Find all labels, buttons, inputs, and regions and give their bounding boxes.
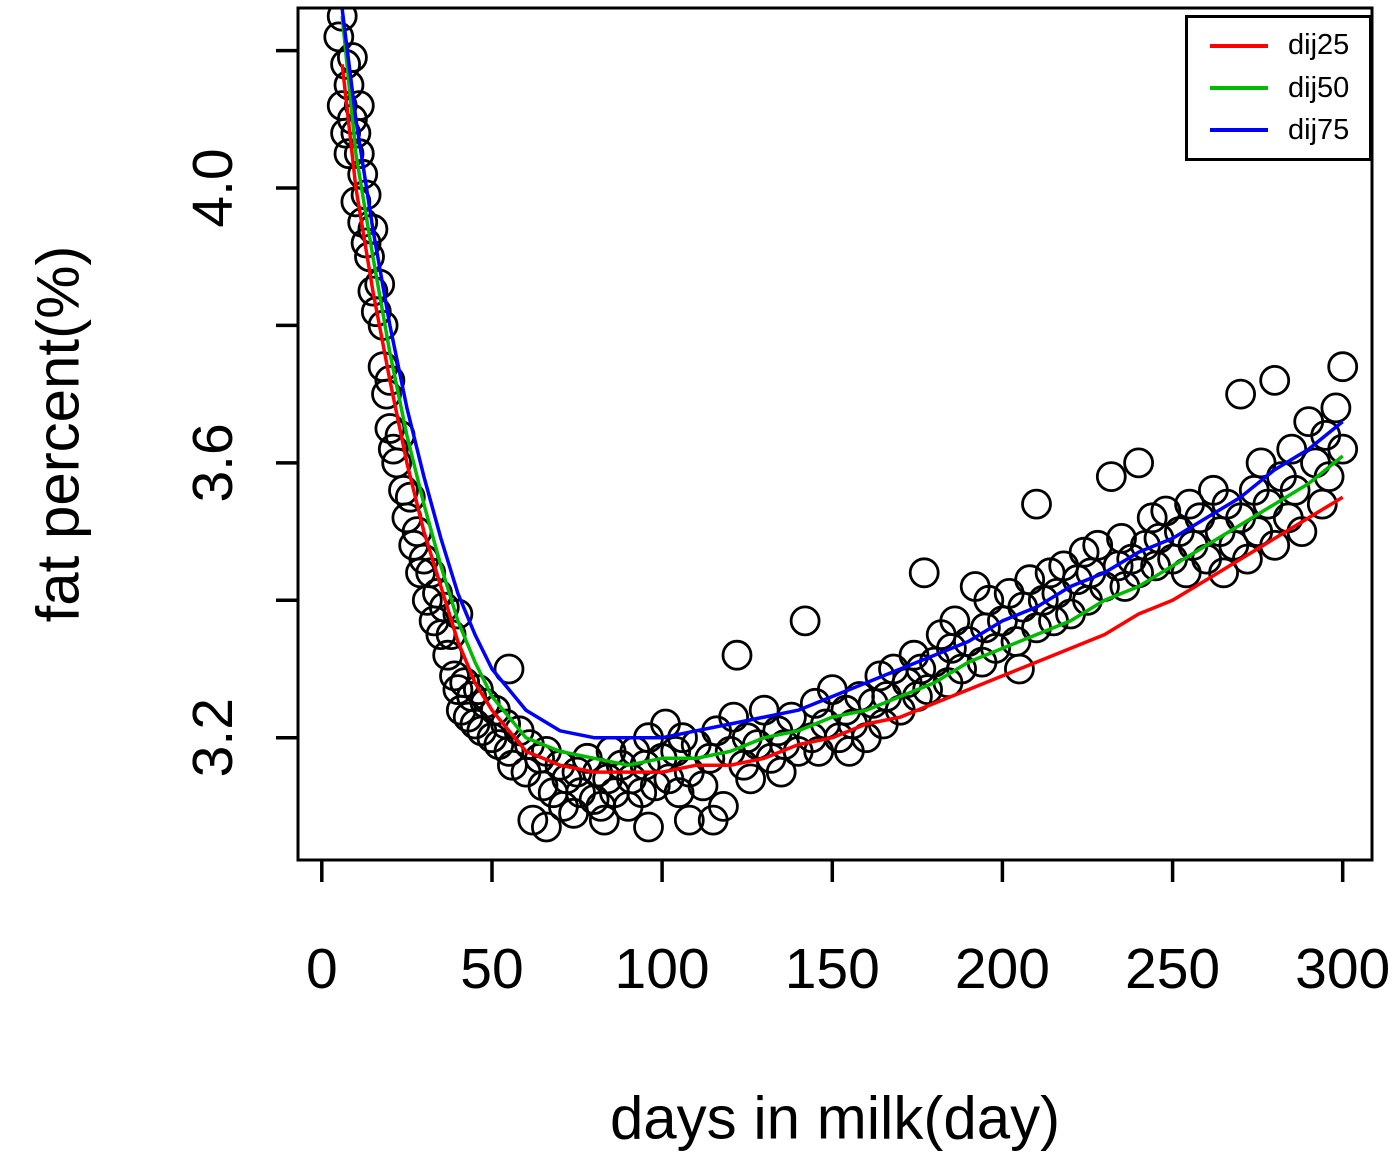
scatter-point — [377, 433, 409, 465]
scatter-point — [1327, 433, 1359, 465]
scatter-point — [701, 715, 732, 747]
scatter-point — [789, 605, 821, 637]
scatter-point — [1208, 557, 1239, 589]
legend-line-green — [1210, 86, 1268, 90]
scatter-point — [374, 364, 406, 396]
scatter-point — [1095, 461, 1127, 493]
x-tick-label: 50 — [460, 937, 523, 1001]
scatter-point — [1004, 653, 1035, 685]
plot-box — [296, 6, 1374, 862]
scatter-point — [357, 213, 389, 245]
scatter-point — [1279, 474, 1311, 506]
x-tick-label: 150 — [785, 937, 880, 1001]
legend-entry-dij25: dij25 — [1210, 31, 1369, 60]
scatter-point — [721, 639, 753, 671]
scatter-point — [708, 791, 739, 822]
scatter-point — [527, 770, 559, 802]
scatter-point — [449, 667, 481, 699]
y-axis-title: fat percent(%) — [24, 245, 92, 623]
legend: dij25 dij50 dij75 — [1185, 15, 1372, 161]
scatter-point — [442, 674, 474, 705]
scatter-point — [1293, 406, 1325, 438]
series-dij50-curve — [340, 16, 1344, 767]
scatter-point — [462, 674, 494, 705]
scatter-point — [439, 660, 470, 692]
legend-line-red — [1210, 43, 1268, 48]
scatter-point — [531, 811, 562, 843]
scatter-point — [1021, 488, 1052, 520]
scatter-point — [1320, 392, 1352, 424]
series-dij75-curve — [340, 8, 1344, 740]
scatter-point — [1123, 447, 1154, 479]
scatter-point — [1225, 378, 1256, 410]
x-tick-label: 100 — [615, 937, 710, 1001]
y-tick-label: 3.2 — [181, 698, 245, 777]
scatter-point — [493, 653, 525, 685]
x-tick-label: 0 — [306, 937, 338, 1001]
x-tick-label: 250 — [1125, 937, 1220, 1001]
x-tick-label: 200 — [955, 937, 1050, 1001]
scatter-point — [442, 598, 474, 630]
legend-entry-dij50: dij50 — [1210, 71, 1369, 104]
scatter-point — [1232, 543, 1263, 575]
scatter-point — [633, 811, 664, 843]
scatter-point — [908, 557, 940, 589]
legend-label: dij50 — [1288, 71, 1350, 104]
series-dij25-curve — [340, 64, 1344, 774]
scatter-point — [663, 777, 695, 809]
legend-entry-dij75: dij75 — [1210, 113, 1369, 146]
legend-label: dij75 — [1288, 113, 1350, 146]
scatter-point — [1082, 529, 1114, 561]
y-tick-label: 3.6 — [181, 423, 245, 502]
scatter-point — [1259, 364, 1291, 396]
scatter-point — [1106, 523, 1137, 554]
legend-line-blue — [1210, 128, 1268, 133]
scatter-point — [1327, 351, 1359, 383]
scatter-point — [735, 763, 766, 795]
scatter-point — [493, 736, 525, 767]
legend-label: dij25 — [1288, 29, 1350, 62]
scatter-point — [898, 639, 930, 671]
x-tick-label: 300 — [1295, 937, 1390, 1001]
scatter-point — [336, 42, 368, 73]
y-tick-label: 4.0 — [181, 148, 245, 227]
scatter-point — [588, 804, 620, 836]
scatter-point — [371, 378, 402, 410]
scatter-point — [673, 804, 705, 836]
x-axis-title: days in milk(day) — [609, 1084, 1061, 1152]
scatter-point — [357, 275, 389, 307]
